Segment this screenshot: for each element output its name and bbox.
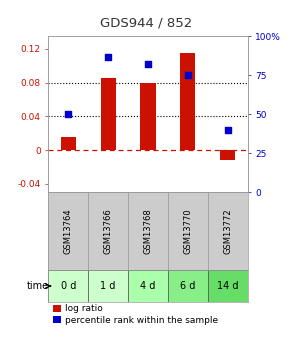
Bar xyxy=(88,192,128,270)
Point xyxy=(146,61,150,67)
Text: time: time xyxy=(27,281,49,291)
Text: GSM13764: GSM13764 xyxy=(64,208,73,254)
Point xyxy=(185,72,190,78)
Bar xyxy=(220,150,235,160)
Bar xyxy=(48,192,88,270)
Text: 14 d: 14 d xyxy=(217,281,239,291)
Bar xyxy=(61,137,76,150)
Text: GDS944 / 852: GDS944 / 852 xyxy=(100,16,193,29)
Bar xyxy=(180,53,195,150)
Bar xyxy=(168,270,208,302)
Text: 1 d: 1 d xyxy=(100,281,116,291)
Bar xyxy=(100,78,116,150)
Bar xyxy=(88,270,128,302)
Legend: log ratio, percentile rank within the sample: log ratio, percentile rank within the sa… xyxy=(53,304,218,325)
Point xyxy=(106,54,110,59)
Text: GSM13768: GSM13768 xyxy=(144,208,152,254)
Text: GSM13766: GSM13766 xyxy=(104,208,113,254)
Bar xyxy=(48,270,88,302)
Bar xyxy=(128,192,168,270)
Point xyxy=(66,111,71,117)
Point xyxy=(225,127,230,132)
Text: GSM13770: GSM13770 xyxy=(183,208,192,254)
Bar xyxy=(208,192,248,270)
Text: 6 d: 6 d xyxy=(180,281,195,291)
Bar xyxy=(208,270,248,302)
Text: 4 d: 4 d xyxy=(140,281,156,291)
Text: 0 d: 0 d xyxy=(61,281,76,291)
Bar xyxy=(128,270,168,302)
Text: GSM13772: GSM13772 xyxy=(223,208,232,254)
Bar xyxy=(168,192,208,270)
Bar xyxy=(140,82,156,150)
